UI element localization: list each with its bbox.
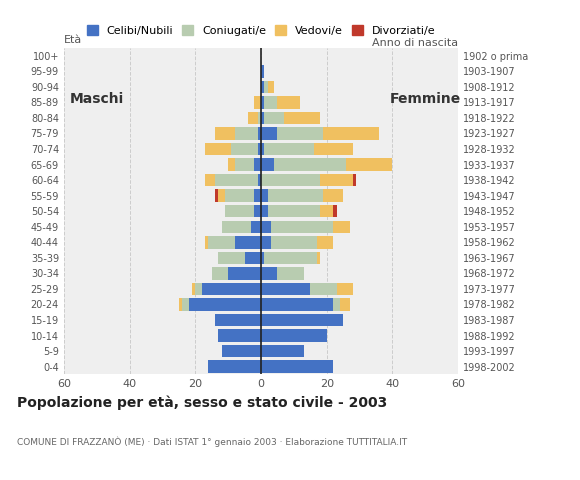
Bar — [271, 220, 334, 233]
Bar — [261, 360, 334, 373]
Bar — [261, 81, 264, 93]
Text: Età: Età — [64, 35, 82, 45]
Bar — [261, 112, 264, 124]
Bar — [261, 158, 274, 171]
Bar — [258, 143, 261, 155]
Bar — [261, 127, 277, 140]
Bar — [208, 236, 235, 249]
Bar — [267, 190, 324, 202]
Bar — [320, 174, 353, 186]
Text: Popolazione per età, sesso e stato civile - 2003: Popolazione per età, sesso e stato civil… — [17, 396, 387, 410]
Bar — [255, 190, 261, 202]
Bar — [334, 205, 336, 217]
Bar — [271, 236, 317, 249]
Bar — [310, 283, 336, 295]
Bar — [228, 267, 261, 279]
Bar — [255, 205, 261, 217]
Bar — [274, 158, 346, 171]
Bar — [202, 283, 261, 295]
Bar — [261, 174, 320, 186]
Bar — [261, 298, 334, 311]
Bar — [277, 267, 304, 279]
Bar — [277, 127, 324, 140]
Bar — [264, 252, 317, 264]
Bar — [261, 190, 267, 202]
Bar — [320, 205, 334, 217]
Bar — [267, 205, 320, 217]
Bar — [264, 81, 267, 93]
Bar — [261, 236, 271, 249]
Bar — [277, 96, 300, 108]
Bar — [205, 236, 208, 249]
Bar — [258, 174, 261, 186]
Bar — [261, 220, 271, 233]
Bar — [235, 158, 255, 171]
Bar — [222, 345, 261, 357]
Text: Anno di nascita: Anno di nascita — [372, 38, 458, 48]
Bar — [195, 283, 202, 295]
Bar — [324, 190, 343, 202]
Bar — [334, 220, 350, 233]
Bar — [208, 360, 261, 373]
Bar — [188, 298, 261, 311]
Bar — [205, 143, 231, 155]
Bar — [255, 158, 261, 171]
Bar — [261, 267, 277, 279]
Bar — [324, 127, 379, 140]
Bar — [261, 205, 267, 217]
Text: COMUNE DI FRAZZANÒ (ME) · Dati ISTAT 1° gennaio 2003 · Elaborazione TUTTITALIA.I: COMUNE DI FRAZZANÒ (ME) · Dati ISTAT 1° … — [17, 437, 408, 447]
Bar — [225, 205, 255, 217]
Bar — [261, 252, 264, 264]
Text: Maschi: Maschi — [70, 92, 124, 106]
Bar — [182, 298, 188, 311]
Bar — [215, 127, 235, 140]
Bar — [261, 314, 343, 326]
Bar — [215, 190, 218, 202]
Text: Femmine: Femmine — [390, 92, 461, 106]
Bar — [261, 283, 310, 295]
Bar — [346, 158, 393, 171]
Bar — [284, 112, 320, 124]
Bar — [235, 127, 258, 140]
Bar — [334, 298, 340, 311]
Bar — [261, 96, 264, 108]
Bar — [317, 252, 320, 264]
Bar — [231, 143, 258, 155]
Bar — [258, 112, 261, 124]
Bar — [235, 236, 261, 249]
Bar — [225, 190, 255, 202]
Bar — [245, 252, 261, 264]
Bar — [215, 314, 261, 326]
Bar — [264, 96, 277, 108]
Bar — [192, 283, 195, 295]
Bar — [314, 143, 353, 155]
Bar — [248, 112, 258, 124]
Bar — [215, 174, 258, 186]
Bar — [258, 127, 261, 140]
Bar — [264, 112, 284, 124]
Bar — [179, 298, 182, 311]
Bar — [261, 329, 327, 342]
Bar — [212, 267, 228, 279]
Bar — [340, 298, 350, 311]
Legend: Celibi/Nubili, Coniugati/e, Vedovi/e, Divorziati/e: Celibi/Nubili, Coniugati/e, Vedovi/e, Di… — [86, 25, 436, 36]
Bar — [222, 220, 251, 233]
Bar — [267, 81, 274, 93]
Bar — [218, 190, 225, 202]
Bar — [336, 283, 353, 295]
Bar — [261, 345, 304, 357]
Bar — [255, 96, 261, 108]
Bar — [205, 174, 215, 186]
Bar — [261, 65, 264, 78]
Bar — [261, 143, 264, 155]
Bar — [228, 158, 235, 171]
Bar — [317, 236, 333, 249]
Bar — [353, 174, 356, 186]
Bar — [264, 143, 314, 155]
Bar — [218, 329, 261, 342]
Bar — [251, 220, 261, 233]
Bar — [218, 252, 245, 264]
